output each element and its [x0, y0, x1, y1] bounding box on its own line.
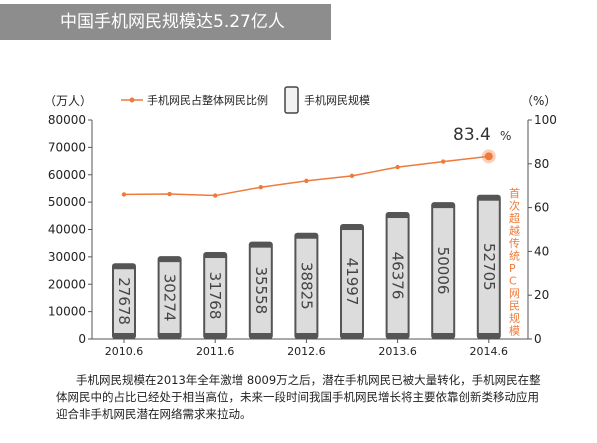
bar-value-label: 38825 — [297, 262, 315, 310]
bar-screen — [205, 258, 226, 333]
right-tick-label: 20 — [534, 288, 549, 302]
bar: 30274 — [157, 256, 182, 339]
right-tick-label: 0 — [534, 332, 542, 346]
chart-title: 中国手机网民规模达5.27亿人 — [60, 12, 285, 32]
title-banner — [0, 4, 331, 40]
left-tick-label: 10000 — [48, 305, 86, 319]
left-tick-label: 50000 — [48, 195, 86, 209]
right-tick-label: 60 — [534, 201, 549, 215]
left-tick-label: 40000 — [48, 223, 86, 237]
line-point — [213, 193, 218, 198]
left-tick-labels: 80000 70000 60000 50000 40000 30000 20000 10000… — [48, 113, 92, 346]
callout-unit: % — [500, 129, 511, 143]
left-tick-label: 60000 — [48, 168, 86, 182]
bar-value-label: 52705 — [480, 243, 498, 291]
callout-value: 83.4 — [453, 125, 491, 145]
bar: 52705 — [476, 194, 501, 339]
bar-screen — [159, 262, 180, 333]
line-point — [304, 178, 309, 184]
left-tick-label: 70000 — [48, 140, 86, 154]
bar-screen — [342, 230, 362, 333]
right-tick-label: 80 — [534, 157, 549, 171]
left-tick-label: 80000 — [48, 113, 86, 127]
legend-bar-swatch — [284, 86, 299, 114]
left-unit: （万人） — [44, 94, 92, 108]
side-label: 首次超越传统 P C 网民规模 — [509, 186, 520, 338]
bar-series: 27678 30274 31768 35558 38825 41997 46376 50006… — [112, 194, 501, 339]
bar: 50006 — [431, 202, 456, 339]
bar-value-label: 35558 — [252, 266, 270, 314]
bar: 41997 — [340, 224, 364, 339]
bar: 27678 — [112, 263, 136, 339]
bar: 35558 — [248, 241, 273, 339]
bar-value-label: 27678 — [115, 277, 133, 325]
bar-value-label: 41997 — [343, 258, 361, 306]
bar: 31768 — [203, 252, 228, 339]
x-tick-label: 2013.6 — [378, 345, 417, 358]
bar-screen — [433, 208, 454, 333]
x-tick-label: 2010.6 — [105, 345, 144, 358]
line-point — [258, 185, 263, 190]
legend-line-label: 手机网民占整体网民比例 — [147, 93, 268, 107]
line-path — [123, 155, 489, 197]
bar-screen — [478, 200, 499, 333]
bar-screen — [250, 247, 271, 333]
x-tick-label: 2014.6 — [470, 345, 509, 358]
bar: 46376 — [385, 212, 410, 339]
line-point — [121, 192, 127, 197]
line-point — [484, 152, 493, 161]
note-text: 手机网民规模在2013年全年激增 8009万之后，潜在手机网民已被大量转化，手机… — [56, 373, 541, 421]
chart-canvas: 8000070000600005000040000300002000010000… — [44, 86, 557, 358]
x-tick-labels: 2010.6 2011.6 2012.6 2013.6 2014.6 — [105, 339, 508, 358]
left-tick-label: 0 — [78, 332, 86, 346]
line-point — [349, 173, 355, 179]
x-tick-label: 2012.6 — [287, 345, 326, 358]
left-tick-label: 30000 — [48, 250, 86, 264]
left-tick-label: 20000 — [48, 277, 86, 291]
line-point — [395, 164, 400, 170]
right-tick-label: 100 — [534, 113, 557, 127]
bar-value-label: 30274 — [161, 274, 179, 322]
right-tick-labels: 100 80 60 40 20 0 — [528, 113, 557, 346]
bar-screen — [387, 218, 408, 333]
right-tick-label: 40 — [534, 244, 549, 258]
line-point — [167, 191, 172, 197]
line-point — [441, 159, 446, 164]
bar-value-label: 46376 — [389, 252, 407, 300]
legend-line-marker — [129, 97, 135, 103]
right-unit: （%） — [521, 94, 556, 108]
bar-screen — [114, 269, 134, 333]
bar-screen — [296, 238, 317, 333]
legend-bar-label: 手机网民规模 — [304, 93, 370, 107]
bar-value-label: 31768 — [206, 272, 224, 320]
bar: 38825 — [294, 232, 319, 339]
bar-value-label: 50006 — [434, 247, 452, 295]
line-series — [121, 149, 496, 198]
x-tick-label: 2011.6 — [196, 345, 235, 358]
